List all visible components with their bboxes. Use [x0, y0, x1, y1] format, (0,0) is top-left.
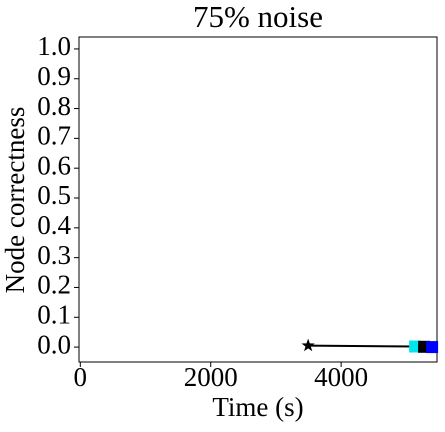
y-tick-label: 0.3: [37, 240, 71, 270]
y-tick-label: 0.2: [37, 270, 71, 300]
y-tick-label: 0.0: [37, 329, 71, 359]
x-tick-label: 2000: [184, 362, 238, 392]
y-tick-label: 0.6: [37, 150, 71, 180]
y-tick-label: 0.1: [37, 299, 71, 329]
y-tick-label: 0.9: [37, 61, 71, 91]
plot-frame: [78, 36, 438, 363]
square-marker: [426, 341, 439, 354]
x-tick-label: 4000: [314, 362, 368, 392]
chart-title: 75% noise: [193, 0, 323, 34]
star-marker: [301, 338, 315, 352]
x-tick-label: 0: [74, 362, 88, 392]
y-tick-label: 0.4: [37, 210, 71, 240]
y-tick-label: 0.5: [37, 180, 71, 210]
x-axis-label: Time (s): [212, 392, 303, 422]
y-tick-label: 1.0: [37, 31, 71, 61]
y-axis-label: Node correctness: [0, 107, 30, 294]
y-tick-label: 0.7: [37, 121, 71, 151]
y-tick-label: 0.8: [37, 91, 71, 121]
